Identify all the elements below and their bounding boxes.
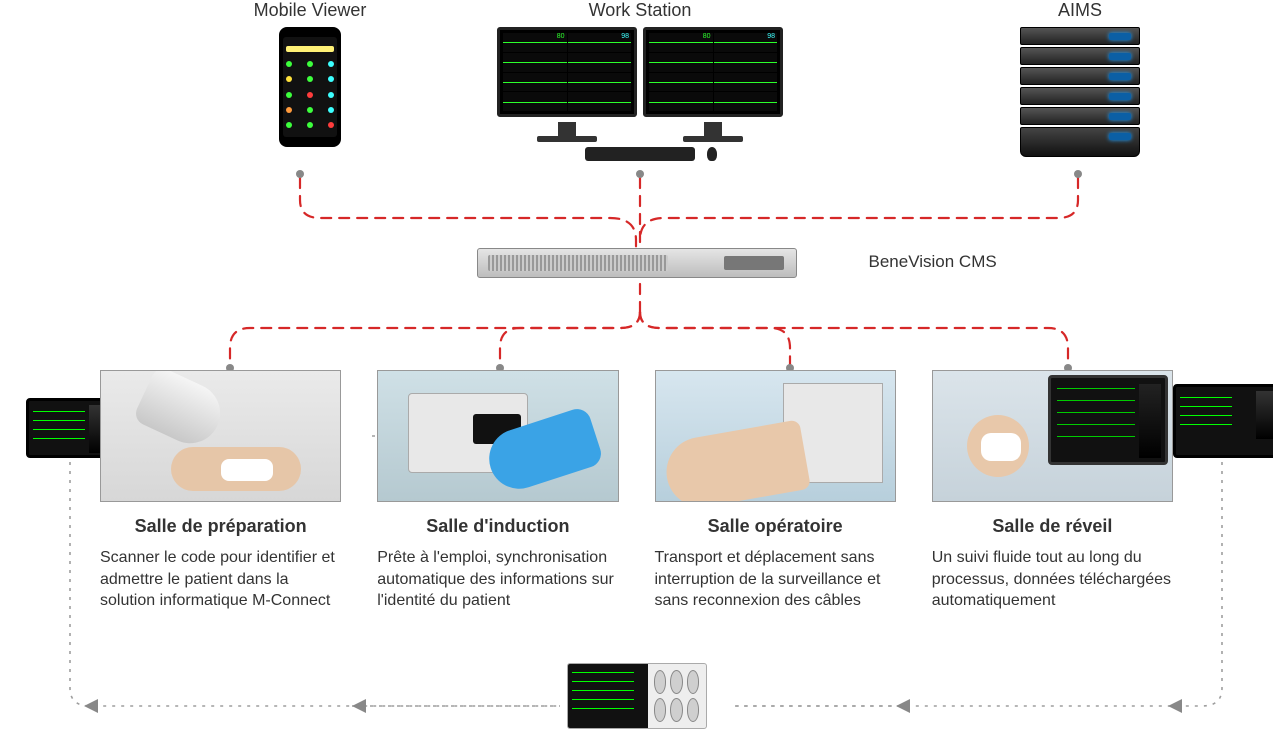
top-item-aims: AIMS [990,0,1170,159]
top-item-mobile: Mobile Viewer [220,0,400,147]
phone-device [279,27,341,147]
room-image-reveil [932,370,1173,502]
room-desc-reveil: Un suivi fluide tout au long du processu… [932,547,1173,612]
dual-monitors: 8098 8098 [480,27,800,117]
room-title-operatoire: Salle opératoire [655,516,896,537]
label-cms: BeneVision CMS [869,252,997,272]
transport-monitor [567,663,707,729]
cms-block: BeneVision CMS [417,248,857,278]
top-row: Mobile Viewer Work Station 8098 [0,0,1273,200]
server-stack [1020,27,1140,157]
room-card-preparation: Salle de préparation Scanner le code pou… [100,370,341,612]
room-card-reveil: Salle de réveil Un suivi fluide tout au … [932,370,1173,612]
label-mobile: Mobile Viewer [220,0,400,21]
label-workstation: Work Station [480,0,800,21]
room-title-reveil: Salle de réveil [932,516,1173,537]
transport-monitor-screen [568,664,648,728]
room-desc-operatoire: Transport et déplacement sans interrupti… [655,547,896,612]
room-image-operatoire [655,370,896,502]
room-card-operatoire: Salle opératoire Transport et déplacemen… [655,370,896,612]
room-desc-preparation: Scanner le code pour identifier et admet… [100,547,341,612]
transport-monitor-ports [648,664,706,728]
room-card-induction: Salle d'induction Prête à l'emploi, sync… [377,370,618,612]
monitor-right: 8098 [643,27,783,117]
mouse [707,147,717,161]
rooms-row: Salle de préparation Scanner le code pou… [0,370,1273,612]
room-title-induction: Salle d'induction [377,516,618,537]
room-image-preparation [100,370,341,502]
label-aims: AIMS [990,0,1170,21]
top-item-workstation: Work Station 8098 8098 [480,0,800,161]
room-desc-induction: Prête à l'emploi, synchronisation automa… [377,547,618,612]
room-image-induction [377,370,618,502]
monitor-left: 8098 [497,27,637,117]
cms-rack-server [477,248,797,278]
keyboard [585,147,695,161]
room-title-preparation: Salle de préparation [100,516,341,537]
phone-screen [283,37,337,137]
